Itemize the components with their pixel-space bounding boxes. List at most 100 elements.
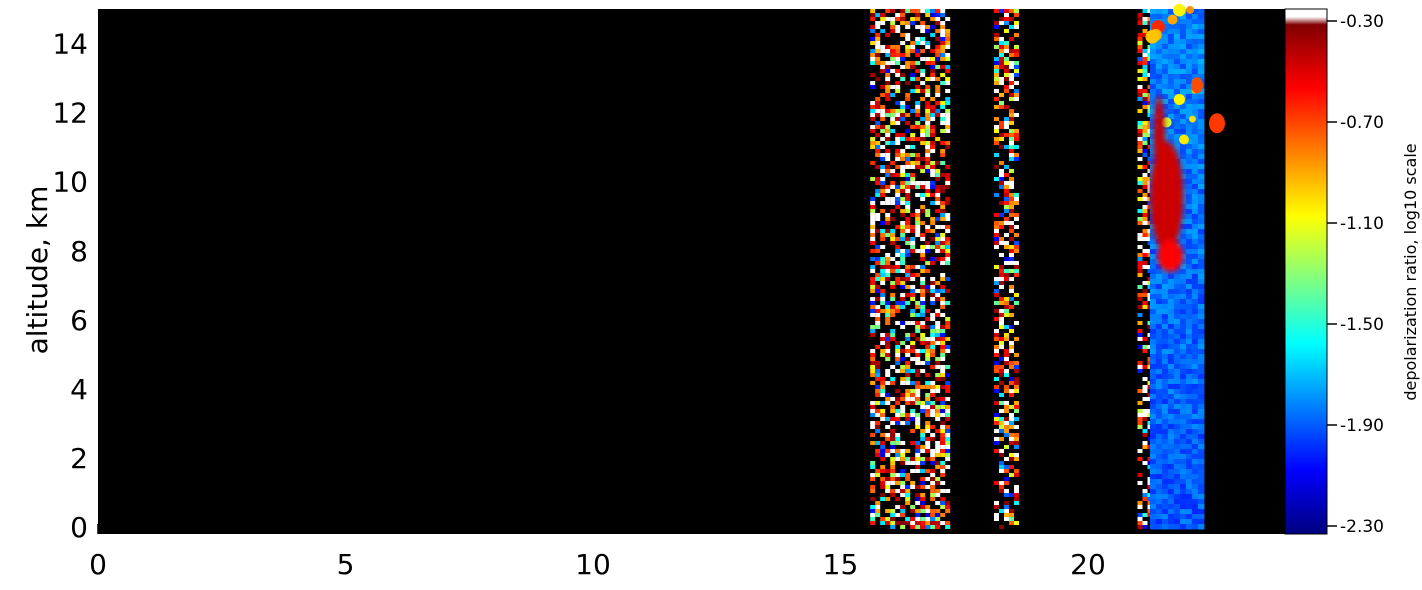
layer-pixel <box>1173 44 1181 50</box>
noise-pixel <box>940 37 946 41</box>
layer-pixel <box>1191 109 1199 115</box>
noise-pixel <box>940 337 946 341</box>
noise-pixel <box>940 261 946 265</box>
noise-pixel <box>930 381 936 385</box>
layer-pixel <box>1197 249 1205 255</box>
layer-pixel <box>1167 294 1175 300</box>
noise-pixel <box>900 53 906 57</box>
noise-pixel <box>885 401 891 405</box>
noise-pixel <box>930 201 936 205</box>
layer-pixel <box>1179 354 1187 360</box>
noise-pixel <box>870 17 876 21</box>
noise-pixel <box>930 109 936 113</box>
noise-pixel <box>1009 253 1014 257</box>
noise-pixel <box>920 301 926 305</box>
noise-pixel <box>870 357 876 361</box>
noise-pixel <box>940 333 946 337</box>
noise-pixel <box>880 389 886 393</box>
y-tick-label: 8 <box>70 235 88 268</box>
noise-pixel <box>920 169 926 173</box>
noise-pixel <box>880 477 886 481</box>
noise-pixel <box>925 477 931 481</box>
noise-pixel <box>900 57 906 61</box>
noise-pixel <box>890 209 896 213</box>
noise-pixel <box>994 301 999 305</box>
noise-pixel <box>900 169 906 173</box>
noise-pixel <box>890 509 896 513</box>
layer-pixel <box>1197 364 1205 370</box>
y-tick-label: 14 <box>52 28 88 61</box>
noise-pixel <box>890 409 896 413</box>
noise-pixel <box>930 345 936 349</box>
noise-pixel <box>1137 221 1143 225</box>
noise-pixel <box>880 29 886 33</box>
layer-pixel <box>1149 129 1157 135</box>
noise-pixel <box>920 97 926 101</box>
noise-pixel <box>940 161 946 165</box>
layer-pixel <box>1197 269 1205 275</box>
noise-pixel <box>935 233 941 237</box>
noise-pixel <box>925 421 931 425</box>
noise-pixel <box>1009 205 1014 209</box>
noise-pixel <box>1014 261 1019 265</box>
layer-pixel <box>1185 104 1193 110</box>
ice-cloud-shape <box>1149 95 1184 272</box>
noise-pixel <box>1137 233 1143 237</box>
noise-pixel <box>905 53 911 57</box>
noise-pixel <box>1142 105 1148 109</box>
noise-pixel <box>915 485 921 489</box>
layer-pixel <box>1197 459 1205 465</box>
noise-pixel <box>900 301 906 305</box>
noise-pixel <box>915 185 921 189</box>
noise-pixel <box>885 357 891 361</box>
noise-pixel <box>920 525 926 529</box>
noise-pixel <box>940 9 946 13</box>
noise-pixel <box>875 297 881 301</box>
layer-pixel <box>1179 304 1187 310</box>
noise-pixel <box>935 325 941 329</box>
layer-pixel <box>1149 119 1157 125</box>
noise-pixel <box>940 289 946 293</box>
layer-pixel <box>1149 284 1157 290</box>
region-noise <box>870 9 951 529</box>
layer-pixel <box>1191 274 1199 280</box>
noise-pixel <box>890 305 896 309</box>
noise-pixel <box>910 109 916 113</box>
noise-pixel <box>920 117 926 121</box>
noise-pixel <box>930 257 936 261</box>
noise-pixel <box>925 425 931 429</box>
layer-pixel <box>1185 224 1193 230</box>
layer-pixel <box>1167 444 1175 450</box>
noise-pixel <box>925 25 931 29</box>
noise-pixel <box>1014 113 1019 117</box>
noise-pixel <box>930 9 936 13</box>
noise-pixel <box>915 465 921 469</box>
noise-pixel <box>875 289 881 293</box>
noise-pixel <box>875 101 881 105</box>
noise-pixel <box>920 497 926 501</box>
noise-pixel <box>920 337 926 341</box>
layer-pixel <box>1185 354 1193 360</box>
noise-pixel <box>1142 293 1148 297</box>
noise-pixel <box>1004 85 1009 89</box>
noise-pixel <box>885 345 891 349</box>
noise-pixel <box>1137 265 1143 269</box>
noise-pixel <box>930 65 936 69</box>
noise-pixel <box>920 437 926 441</box>
noise-pixel <box>895 45 901 49</box>
layer-pixel <box>1149 504 1157 510</box>
noise-pixel <box>1142 125 1148 129</box>
noise-pixel <box>1137 481 1143 485</box>
layer-pixel <box>1197 159 1205 165</box>
noise-pixel <box>999 133 1004 137</box>
noise-pixel <box>885 321 891 325</box>
layer-pixel <box>1185 349 1193 355</box>
noise-pixel <box>1004 501 1009 505</box>
layer-pixel <box>1191 74 1199 80</box>
layer-spot <box>1167 14 1178 25</box>
layer-pixel <box>1149 104 1157 110</box>
layer-pixel <box>1149 334 1157 340</box>
noise-pixel <box>1137 165 1143 169</box>
noise-pixel <box>940 433 946 437</box>
noise-pixel <box>885 61 891 65</box>
